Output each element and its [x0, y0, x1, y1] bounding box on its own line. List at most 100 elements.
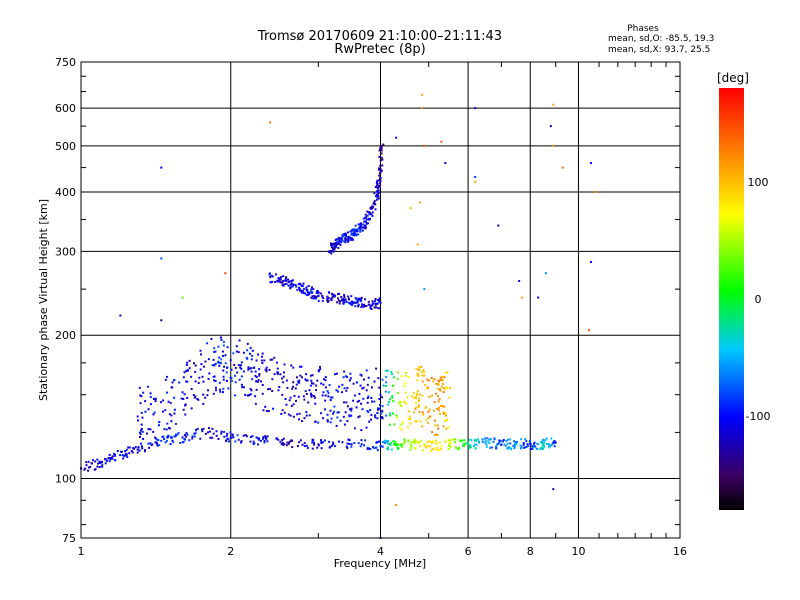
- data-point: [416, 243, 419, 246]
- data-point: [500, 443, 503, 446]
- data-point: [446, 419, 449, 422]
- data-point: [242, 434, 245, 437]
- data-point: [337, 242, 340, 245]
- data-point: [334, 294, 337, 297]
- data-point: [344, 411, 347, 414]
- data-point: [116, 450, 119, 453]
- data-point: [315, 295, 318, 298]
- data-point: [537, 296, 540, 299]
- data-point: [360, 402, 363, 405]
- data-point: [457, 448, 460, 451]
- data-point: [378, 174, 381, 177]
- data-point: [152, 413, 155, 416]
- data-point: [441, 405, 444, 408]
- data-point: [185, 380, 188, 383]
- data-point: [520, 296, 523, 299]
- data-point: [326, 420, 329, 423]
- data-point: [427, 417, 430, 420]
- data-point: [277, 438, 280, 441]
- data-point: [304, 378, 307, 381]
- data-point: [245, 435, 248, 438]
- data-point: [472, 445, 475, 448]
- data-point: [166, 422, 169, 425]
- data-point: [438, 441, 441, 444]
- data-point: [278, 278, 281, 281]
- data-point: [174, 434, 177, 437]
- data-point: [450, 438, 453, 441]
- data-point: [381, 164, 384, 167]
- data-point: [305, 293, 308, 296]
- data-point: [285, 444, 288, 447]
- data-point: [141, 416, 144, 419]
- data-point: [509, 446, 512, 449]
- data-point: [425, 419, 428, 422]
- data-point: [334, 445, 337, 448]
- data-point: [328, 384, 331, 387]
- data-point: [158, 421, 161, 424]
- data-point: [139, 402, 142, 405]
- data-point: [197, 398, 200, 401]
- data-point: [395, 443, 398, 446]
- data-point: [84, 467, 87, 470]
- data-point: [290, 364, 293, 367]
- data-point: [481, 441, 484, 444]
- data-point: [292, 403, 295, 406]
- plot-frame: [80, 61, 681, 539]
- data-point: [373, 400, 376, 403]
- data-point: [348, 379, 351, 382]
- data-point: [281, 409, 284, 412]
- data-point: [313, 295, 316, 298]
- data-point: [335, 245, 338, 248]
- data-point: [520, 438, 523, 441]
- data-point: [179, 442, 182, 445]
- x-tick-label: 1: [78, 545, 85, 558]
- data-point: [327, 296, 330, 299]
- data-point: [415, 368, 418, 371]
- data-point: [403, 400, 406, 403]
- data-point: [484, 441, 487, 444]
- data-point: [194, 395, 197, 398]
- data-point: [329, 445, 332, 448]
- data-point: [350, 445, 353, 448]
- data-point: [221, 391, 224, 394]
- data-point: [282, 375, 285, 378]
- data-point: [199, 349, 202, 352]
- data-point: [387, 400, 390, 403]
- data-point: [303, 417, 306, 420]
- data-point: [222, 369, 225, 372]
- data-point: [418, 405, 421, 408]
- data-point: [319, 368, 322, 371]
- data-point: [401, 445, 404, 448]
- data-point: [314, 402, 317, 405]
- data-point: [544, 272, 547, 275]
- data-point: [404, 374, 407, 377]
- data-point: [87, 469, 90, 472]
- data-point: [374, 300, 377, 303]
- data-point: [505, 439, 508, 442]
- data-point: [169, 443, 172, 446]
- data-point: [422, 443, 425, 446]
- data-point: [297, 395, 300, 398]
- data-point: [98, 460, 101, 463]
- data-point: [142, 391, 145, 394]
- data-point: [297, 380, 300, 383]
- data-point: [289, 286, 292, 289]
- data-point: [162, 399, 165, 402]
- data-point: [319, 439, 322, 442]
- data-point: [396, 416, 399, 419]
- data-point: [194, 380, 197, 383]
- data-point: [249, 440, 252, 443]
- stats-header: Phases: [627, 24, 659, 34]
- data-point: [354, 234, 357, 237]
- data-point: [432, 380, 435, 383]
- data-point: [362, 223, 365, 226]
- data-point: [212, 432, 215, 435]
- data-point: [267, 410, 270, 413]
- data-point: [123, 454, 126, 457]
- data-point: [378, 300, 381, 303]
- data-point: [255, 436, 258, 439]
- data-point: [431, 440, 434, 443]
- data-point: [217, 345, 220, 348]
- data-point: [502, 440, 505, 443]
- data-point: [391, 373, 394, 376]
